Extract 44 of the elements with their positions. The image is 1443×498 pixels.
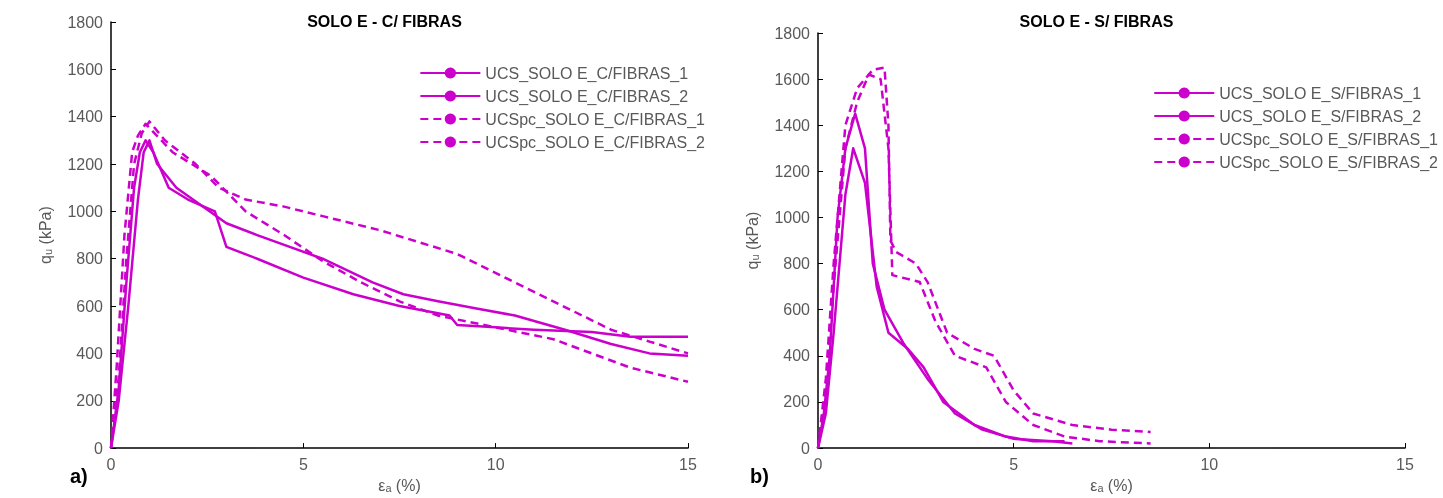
- y-tick-label: 200: [76, 392, 104, 410]
- legend-label: UCSpc_SOLO E_C/FIBRAS_1: [485, 110, 706, 129]
- y-tick-label: 400: [783, 347, 811, 365]
- x-axis-title: εₐ (%): [378, 476, 421, 494]
- y-tick-label: 1600: [774, 70, 811, 88]
- y-axis-title: qᵤ (kPa): [36, 206, 54, 264]
- y-tick-label: 0: [94, 439, 104, 457]
- y-axis-title: qᵤ (kPa): [743, 211, 761, 270]
- y-tick-label: 0: [801, 439, 811, 457]
- x-axis-title: εₐ (%): [1090, 476, 1133, 494]
- y-tick-label: 600: [783, 301, 811, 319]
- y-tick-label: 1200: [67, 155, 104, 173]
- x-tick-label: 15: [1396, 455, 1414, 473]
- legend-label: UCSpc_SOLO E_S/FIBRAS_1: [1219, 130, 1439, 149]
- legend-label: UCS_SOLO E_C/FIBRAS_1: [485, 64, 689, 83]
- y-tick-label: 1000: [774, 208, 811, 226]
- legend-label: UCS_SOLO E_S/FIBRAS_2: [1219, 107, 1422, 126]
- x-tick-label: 5: [298, 455, 308, 473]
- text: a): [70, 465, 88, 487]
- x-tick-label: 10: [486, 455, 505, 473]
- y-tick-label: 400: [76, 344, 104, 362]
- y-tick-label: 1600: [67, 60, 104, 78]
- y-tick-label: 200: [783, 393, 811, 411]
- legend-label: UCS_SOLO E_C/FIBRAS_2: [485, 87, 689, 106]
- y-tick-label: 600: [76, 297, 104, 315]
- chart-title: SOLO E - C/ FIBRAS: [307, 12, 463, 30]
- y-tick-label: 800: [76, 250, 104, 268]
- legend-label: UCSpc_SOLO E_S/FIBRAS_2: [1219, 153, 1439, 172]
- legend-label: UCSpc_SOLO E_C/FIBRAS_2: [485, 133, 706, 152]
- x-tick-label: 0: [813, 455, 823, 473]
- x-tick-label: 0: [106, 455, 116, 473]
- x-tick-label: 15: [679, 455, 697, 473]
- chart-title: SOLO E - S/ FIBRAS: [1019, 12, 1174, 30]
- y-tick-label: 1800: [774, 24, 811, 42]
- y-tick-label: 800: [783, 255, 811, 273]
- legend-label: UCS_SOLO E_S/FIBRAS_1: [1219, 84, 1422, 103]
- y-tick-label: 1400: [67, 108, 104, 126]
- y-tick-label: 1200: [774, 162, 811, 180]
- y-tick-label: 1800: [67, 13, 104, 31]
- x-tick-label: 10: [1200, 455, 1219, 473]
- y-tick-label: 1400: [774, 116, 811, 134]
- x-tick-label: 5: [1009, 455, 1019, 473]
- text: b): [750, 465, 769, 487]
- y-tick-label: 1000: [67, 202, 104, 220]
